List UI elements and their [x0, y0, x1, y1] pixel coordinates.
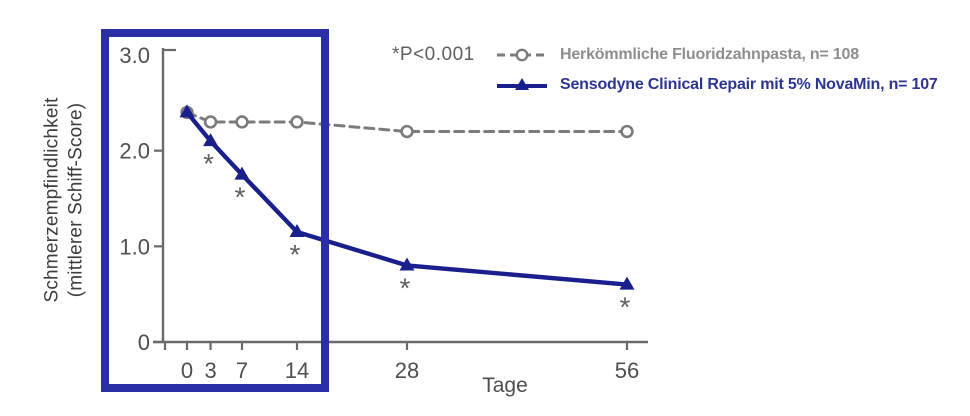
x-tick-label: 28	[395, 358, 419, 383]
triangle-data-marker	[289, 223, 305, 237]
significance-asterisk: *	[290, 239, 301, 270]
triangle-data-marker	[203, 133, 219, 147]
legend-label-sensodyne: Sensodyne Clinical Repair mit 5% NovaMin…	[560, 76, 938, 93]
significance-asterisk: *	[235, 182, 246, 213]
p-value-annotation: *P<0.001	[392, 44, 475, 65]
x-tick-label: 3	[204, 358, 216, 383]
open-circle-data-marker	[290, 115, 304, 129]
highlight-box	[101, 29, 329, 392]
legend-row-fluorid: *P<0.001 Herkömmliche Fluoridzahnpasta, …	[392, 42, 938, 68]
filled-triangle-marker-icon	[515, 78, 529, 90]
x-tick-label: 14	[285, 358, 309, 383]
triangle-data-marker	[179, 104, 195, 118]
legend-dashed-line-swatch	[497, 48, 547, 62]
significance-markers: * * * * *	[203, 148, 630, 323]
x-tick-label: 0	[181, 358, 193, 383]
significance-asterisk: *	[400, 272, 411, 303]
series-fluorid	[180, 105, 634, 139]
series-sensodyne	[179, 104, 635, 290]
y-tick-label: 3.0	[119, 43, 150, 68]
triangle-data-marker	[619, 276, 635, 290]
significance-asterisk: *	[203, 148, 214, 179]
x-tick-label: 56	[615, 358, 639, 383]
triangle-data-marker	[399, 257, 415, 271]
open-circle-data-marker	[400, 124, 414, 139]
y-axis: 0 1.0 2.0 3.0	[119, 43, 176, 355]
open-circle-marker-icon	[515, 48, 529, 62]
legend-solid-line-swatch	[497, 78, 547, 90]
open-circle-data-marker	[620, 124, 634, 139]
open-circle-data-marker	[203, 115, 218, 129]
significance-asterisk: *	[620, 292, 631, 323]
y-tick-label: 1.0	[119, 234, 150, 259]
x-axis-label: Tage	[482, 374, 528, 397]
sensodyne-line	[184, 110, 630, 287]
legend: *P<0.001 Herkömmliche Fluoridzahnpasta, …	[392, 42, 938, 102]
legend-label-fluorid: Herkömmliche Fluoridzahnpasta, n= 108	[560, 46, 859, 63]
legend-row-sensodyne: Sensodyne Clinical Repair mit 5% NovaMin…	[392, 72, 938, 98]
x-axis: 0 3 7 14 28 56 Tage	[153, 340, 648, 397]
triangle-data-marker	[234, 166, 250, 180]
y-tick-label: 2.0	[119, 139, 150, 164]
x-tick-label: 7	[236, 358, 248, 383]
open-circle-data-marker	[235, 115, 249, 129]
y-tick-label: 0	[138, 330, 150, 355]
